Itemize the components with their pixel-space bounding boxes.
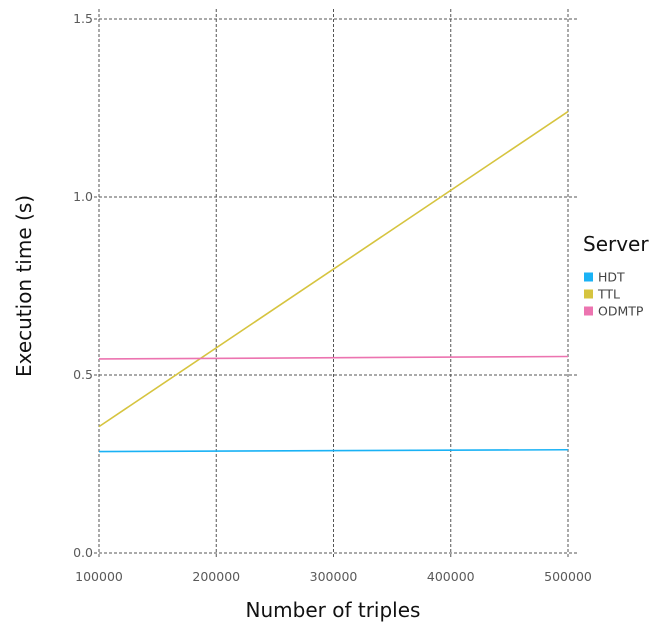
legend-swatch-hdt — [584, 272, 593, 282]
series-line-ttl — [98, 110, 569, 428]
legend: Server HDT TTL ODMTP — [583, 232, 649, 319]
x-tick-label: 500000 — [544, 569, 592, 584]
y-axis-title: Execution time (s) — [12, 195, 36, 377]
grid — [94, 9, 578, 558]
y-axis-ticks: 0.0 0.5 1.0 1.5 — [73, 11, 93, 560]
x-tick-label: 400000 — [427, 569, 475, 584]
y-tick-label: 1.5 — [73, 11, 93, 26]
x-axis-title: Number of triples — [246, 598, 421, 622]
y-tick-label: 1.0 — [73, 189, 93, 204]
y-tick-label: 0.5 — [73, 367, 93, 382]
legend-label-hdt: HDT — [598, 270, 625, 285]
x-tick-label: 200000 — [192, 569, 240, 584]
legend-swatch-ttl — [584, 289, 593, 299]
series-lines — [98, 110, 569, 453]
legend-swatch-odmtp — [584, 306, 593, 316]
legend-label-ttl: TTL — [597, 287, 620, 302]
x-tick-label: 100000 — [75, 569, 123, 584]
legend-title: Server — [583, 232, 649, 256]
x-axis-ticks: 100000 200000 300000 400000 500000 — [75, 569, 592, 584]
y-tick-label: 0.0 — [73, 545, 93, 560]
series-line-odmtp — [98, 355, 569, 360]
series-line-hdt — [98, 448, 569, 453]
legend-label-odmtp: ODMTP — [598, 304, 644, 319]
x-tick-label: 300000 — [310, 569, 358, 584]
